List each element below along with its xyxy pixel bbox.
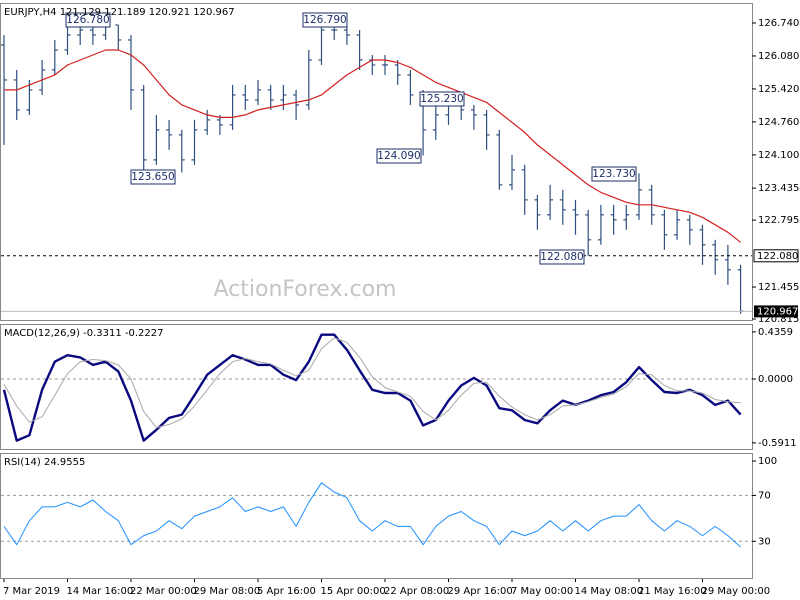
- y-tick-label: 0.0000: [758, 374, 793, 385]
- annotation-box: [130, 169, 176, 185]
- pane-title: RSI(14) 24.9555: [4, 457, 85, 468]
- x-tick-label: 22 Mar 00:00: [130, 586, 197, 597]
- y-tick-label: 122.795: [758, 215, 799, 226]
- y-tick-label: 124.760: [758, 117, 799, 128]
- watermark: ActionForex.com: [214, 277, 397, 302]
- x-tick-label: 21 May 16:00: [638, 586, 707, 597]
- price-label: 122.080: [757, 251, 798, 262]
- x-tick-label: 5 Apr 16:00: [257, 586, 316, 597]
- x-tick-label: 29 Apr 16:00: [448, 586, 513, 597]
- x-tick-label: 14 May 08:00: [575, 586, 644, 597]
- indicator-line: [3, 482, 741, 548]
- y-tick-label: 123.435: [758, 183, 799, 194]
- annotation: 124.090: [377, 150, 420, 162]
- annotation: 125.230: [420, 93, 463, 105]
- annotation: 122.080: [540, 251, 583, 263]
- price-label-box: [753, 249, 799, 263]
- y-tick-label: 30: [758, 536, 771, 547]
- x-tick-label: 14 Mar 16:00: [67, 586, 134, 597]
- annotation-box: [376, 148, 422, 164]
- pane-title: MACD(12,26,9) -0.3311 -0.2227: [4, 328, 164, 339]
- annotation-box: [65, 12, 111, 28]
- y-tick-label: 126.740: [758, 18, 799, 29]
- y-tick-label: 126.080: [758, 51, 799, 62]
- annotation: 123.650: [131, 171, 174, 183]
- last-price-box: [754, 305, 798, 318]
- annotation: 126.790: [303, 14, 346, 26]
- annotation-box: [419, 91, 465, 107]
- annotation: 123.730: [592, 168, 635, 180]
- annotation-box: [591, 166, 637, 182]
- x-tick-label: 7 May 00:00: [511, 586, 573, 597]
- last-price-label: 120.967: [757, 306, 798, 317]
- annotation: 126.780: [66, 14, 109, 26]
- x-tick-label: 29 May 00:00: [702, 586, 771, 597]
- x-tick-label: 15 Apr 00:00: [321, 586, 386, 597]
- y-tick-label: 121.455: [758, 282, 799, 293]
- indicator-line: [3, 337, 741, 429]
- y-tick-label: 0.4359: [758, 327, 793, 338]
- y-tick-label: 100: [758, 456, 777, 467]
- y-tick-label: 70: [758, 490, 771, 501]
- indicator-line: [2, 333, 742, 442]
- pane-frame: [0, 324, 753, 450]
- indicator-line: [4, 49, 741, 243]
- y-tick-label: 124.100: [758, 150, 799, 161]
- pane-title: EURJPY,H4 121.129 121.189 120.921 120.96…: [4, 7, 235, 18]
- pane-frame: [0, 3, 753, 321]
- annotation-box: [302, 12, 348, 28]
- x-tick-label: 22 Apr 08:00: [384, 586, 449, 597]
- x-tick-label: 7 Mar 2019: [3, 586, 60, 597]
- annotation-box: [539, 249, 585, 265]
- x-tick-label: 29 Mar 08:00: [194, 586, 261, 597]
- pane-frame: [0, 453, 753, 579]
- y-tick-label: 120.815: [758, 314, 799, 325]
- y-tick-label: -0.5911: [758, 438, 797, 449]
- y-tick-label: 125.420: [758, 84, 799, 95]
